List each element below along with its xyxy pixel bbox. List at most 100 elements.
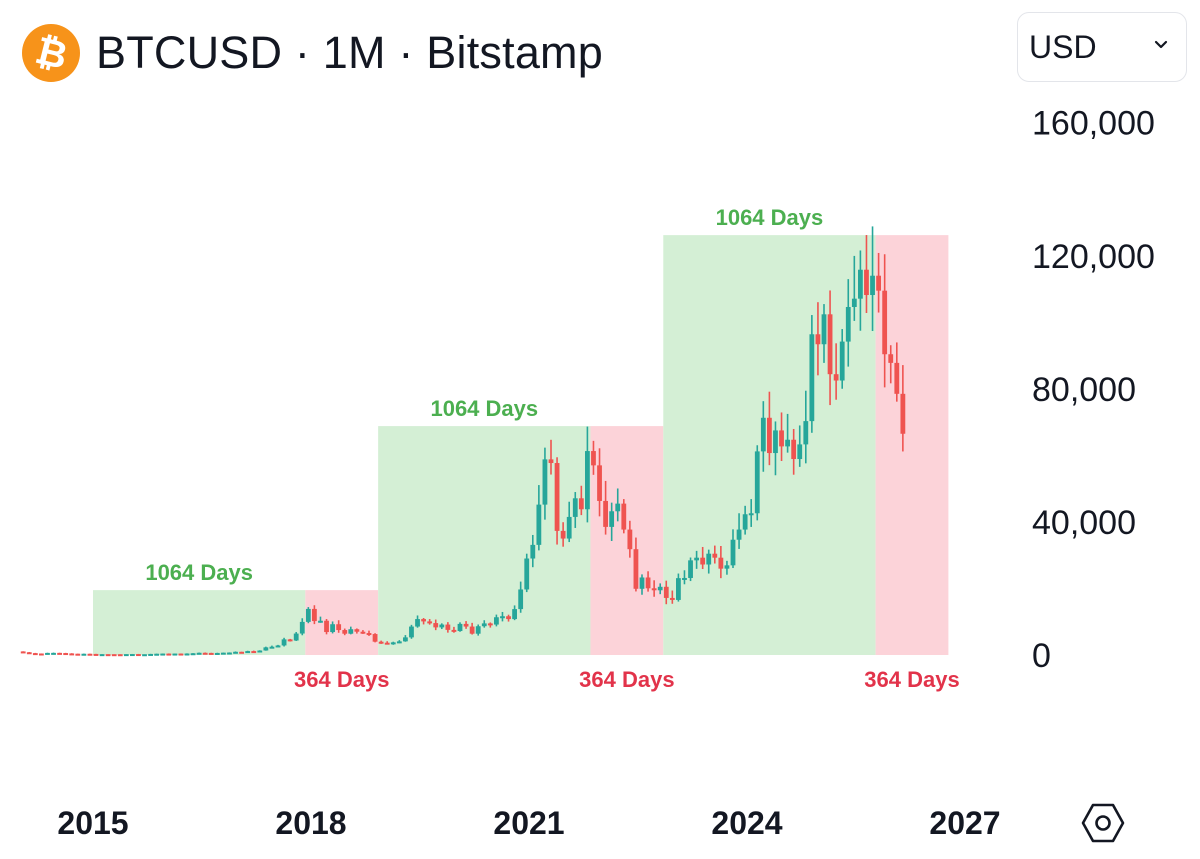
candle-body <box>51 652 56 655</box>
candle-body <box>32 653 38 656</box>
candle-body <box>536 504 542 545</box>
candle-body <box>348 629 354 634</box>
x-axis-tick-label: 2024 <box>711 805 782 841</box>
candle-body <box>797 444 803 460</box>
candle-body <box>136 654 141 657</box>
candle-body <box>748 513 754 516</box>
candle-body <box>560 530 566 539</box>
candle-body <box>172 653 178 656</box>
candle-body <box>730 539 736 566</box>
candle-body <box>858 269 863 299</box>
bull-zone-label: 1064 Days <box>430 396 538 421</box>
candle-body <box>694 557 699 561</box>
candle-body <box>882 290 888 355</box>
candle-body <box>105 654 111 657</box>
candle-body <box>548 459 554 464</box>
candle-body <box>773 430 778 454</box>
candle-body <box>208 652 214 655</box>
candle-body <box>75 653 81 656</box>
candle-body <box>506 616 511 620</box>
chart-title: BTCUSD · 1M · Bitstamp <box>96 27 603 78</box>
candle-body <box>312 608 317 622</box>
candle-body <box>451 629 457 632</box>
candle-body <box>669 597 675 600</box>
candle-body <box>354 629 360 632</box>
candle-body <box>621 503 627 530</box>
candle-body <box>202 652 208 655</box>
candle-body <box>627 529 633 550</box>
candle-body <box>639 577 645 589</box>
candle-body <box>876 275 881 291</box>
candle-body <box>233 651 238 654</box>
candle-body <box>227 652 232 655</box>
candle-body <box>615 503 621 512</box>
candle-body <box>245 651 251 654</box>
candle-body <box>257 650 263 653</box>
candle-body <box>785 439 790 447</box>
candle-body <box>45 652 50 655</box>
candle-body <box>26 652 32 655</box>
candle-body <box>318 620 323 623</box>
candle-body <box>439 624 445 628</box>
candle-body <box>688 560 693 578</box>
candle-body <box>578 498 584 510</box>
candle-body <box>196 652 202 655</box>
candle-body <box>342 630 348 634</box>
candle-body <box>190 653 196 656</box>
candle-body <box>214 652 220 655</box>
candle-body <box>160 653 166 656</box>
candle-body <box>809 334 815 422</box>
candle-body <box>754 451 760 514</box>
candle-body <box>791 439 797 460</box>
candle-body <box>239 651 244 654</box>
candle-body <box>706 553 712 565</box>
candle-body <box>494 617 499 625</box>
candle-body <box>81 653 87 656</box>
candle-body <box>396 641 402 644</box>
candle-body <box>900 393 906 434</box>
candle-body <box>111 654 117 657</box>
bear-zone-1 <box>305 590 379 655</box>
candle-body <box>894 362 900 394</box>
candle-body <box>366 633 372 636</box>
candle-body <box>524 558 530 590</box>
candle-body <box>682 577 687 580</box>
candle-body <box>815 334 821 345</box>
candle-body <box>251 651 257 654</box>
candle-body <box>178 653 184 656</box>
candle-body <box>554 463 560 531</box>
candle-body <box>512 609 517 620</box>
candle-body <box>760 417 766 452</box>
candle-body <box>403 637 408 642</box>
bear-zone-5 <box>875 235 949 655</box>
candle-body <box>487 623 493 626</box>
candle-body <box>609 511 615 527</box>
bull-zone-0 <box>93 590 306 655</box>
candle-body <box>293 633 299 641</box>
candle-body <box>566 516 572 539</box>
candle-body <box>475 626 481 634</box>
bear-zone-3 <box>590 426 664 655</box>
bitcoin-icon: ₿ <box>22 24 80 82</box>
candle-body <box>712 553 718 558</box>
candle-body <box>330 624 335 633</box>
candle-body <box>221 652 226 655</box>
candle-body <box>864 269 869 296</box>
hexagon-settings-icon[interactable] <box>1080 800 1126 846</box>
currency-select[interactable]: USD <box>1017 12 1187 82</box>
x-axis-tick-label: 2027 <box>929 805 1000 841</box>
candle-body <box>99 654 105 657</box>
candle-body <box>166 653 172 656</box>
candle-body <box>287 639 293 642</box>
candle-body <box>481 623 487 627</box>
candle-body <box>530 544 536 559</box>
candle-body <box>542 459 548 505</box>
candle-body <box>427 621 433 624</box>
candle-body <box>69 653 75 656</box>
candle-body <box>500 616 505 619</box>
candle-body <box>870 275 875 296</box>
candle-body <box>39 653 44 656</box>
candle-body <box>409 626 414 638</box>
candle-body <box>851 298 857 307</box>
